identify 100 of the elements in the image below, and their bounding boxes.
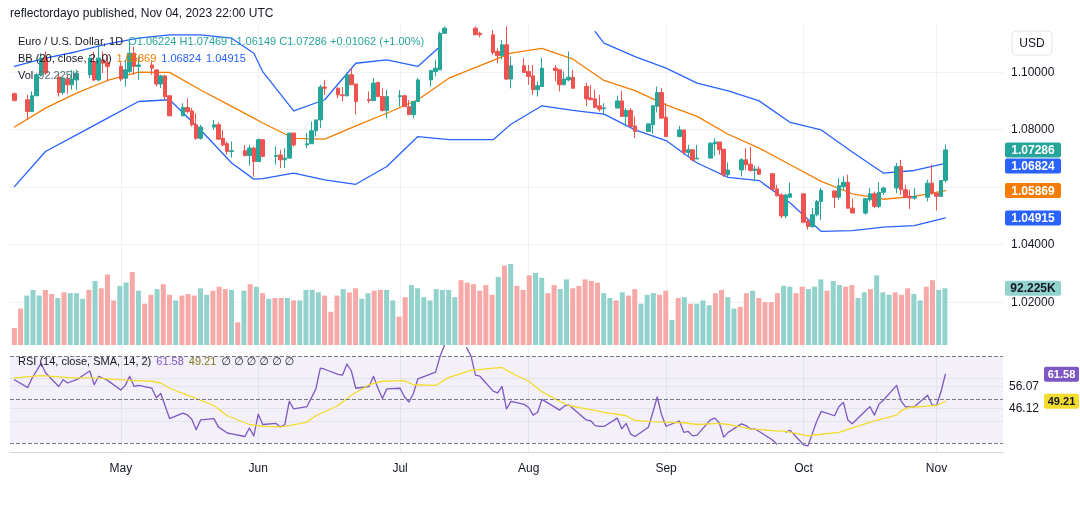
y-axis-title: USD bbox=[1019, 36, 1045, 50]
candlestick bbox=[12, 92, 17, 102]
x-tick-label: Sep bbox=[655, 461, 678, 475]
bar bbox=[135, 290, 141, 345]
text: RSI (14, close, SMA, 14, 2) bbox=[18, 355, 152, 367]
bar bbox=[489, 294, 495, 345]
bar bbox=[154, 289, 160, 345]
bar bbox=[247, 284, 253, 345]
candlestick bbox=[748, 146, 753, 173]
y-tick-label: 1.08000 bbox=[1011, 122, 1055, 137]
bar bbox=[272, 298, 278, 345]
line-series bbox=[13, 47, 947, 200]
chart-subtitle: reflectordayo published, Nov 04, 2023 22:00 UTC bbox=[10, 6, 274, 20]
candlestick bbox=[602, 102, 606, 116]
candlestick bbox=[252, 146, 256, 178]
candlestick bbox=[557, 69, 562, 92]
candlestick bbox=[398, 89, 402, 108]
candlestick bbox=[243, 144, 247, 157]
y-tick-label: 1.02000 bbox=[1011, 294, 1055, 309]
x-tick-label: Aug bbox=[517, 461, 540, 475]
bar bbox=[551, 285, 557, 345]
bar bbox=[123, 282, 129, 345]
candlestick bbox=[154, 69, 159, 88]
candlestick bbox=[566, 50, 571, 82]
x-tick-label: Nov bbox=[925, 461, 948, 475]
candlestick bbox=[912, 187, 917, 201]
candlestick bbox=[247, 144, 252, 167]
bar bbox=[260, 293, 266, 345]
bar bbox=[756, 298, 762, 345]
bar bbox=[55, 298, 61, 345]
candlestick bbox=[739, 157, 744, 178]
bar bbox=[508, 263, 514, 345]
candlestick bbox=[345, 74, 349, 98]
candlestick bbox=[925, 179, 930, 203]
bar bbox=[501, 265, 507, 345]
candlestick bbox=[571, 69, 575, 89]
bar bbox=[278, 298, 284, 345]
bar bbox=[917, 300, 923, 345]
bar bbox=[613, 300, 619, 345]
candlestick bbox=[473, 25, 478, 36]
bar bbox=[706, 305, 712, 345]
candlestick bbox=[624, 107, 628, 127]
bar bbox=[173, 300, 179, 345]
candlestick bbox=[757, 165, 761, 176]
text: 1.05869 bbox=[1011, 183, 1056, 198]
bar bbox=[86, 289, 92, 345]
candlestick bbox=[291, 132, 296, 148]
candlestick bbox=[198, 124, 203, 141]
candlestick bbox=[615, 95, 620, 109]
candlestick bbox=[677, 125, 682, 138]
y-tick-label: 56.07 bbox=[1009, 379, 1040, 394]
bar bbox=[688, 303, 694, 345]
candlestick bbox=[872, 190, 877, 209]
x-tick-label: Jul bbox=[392, 461, 408, 475]
x-tick-label: Oct bbox=[794, 461, 814, 475]
x-tick-label: May bbox=[109, 461, 133, 475]
candlestick bbox=[708, 141, 713, 159]
bar bbox=[750, 290, 756, 345]
candlestick bbox=[158, 74, 163, 89]
bar bbox=[253, 286, 259, 345]
bar bbox=[619, 292, 625, 345]
candlestick bbox=[832, 190, 837, 209]
candlestick bbox=[385, 89, 389, 119]
y-tick-label: 1.04000 bbox=[1011, 237, 1055, 252]
bar bbox=[117, 285, 123, 345]
bar bbox=[92, 281, 98, 345]
candlestick bbox=[726, 161, 730, 178]
candlestick bbox=[322, 79, 327, 96]
bar bbox=[824, 290, 830, 345]
annotation: ∅ ∅ ∅ ∅ ∅ ∅ bbox=[221, 355, 295, 367]
x-tick-label: Jun bbox=[248, 461, 268, 475]
candlestick bbox=[367, 90, 371, 104]
bar bbox=[61, 292, 67, 345]
text: 49.21 bbox=[1047, 395, 1076, 408]
bar bbox=[235, 322, 241, 345]
candlestick bbox=[260, 138, 265, 157]
text: 1.07286 bbox=[1011, 142, 1056, 157]
line-series bbox=[13, 366, 947, 437]
text: 1.06824 bbox=[1011, 158, 1056, 173]
bar bbox=[179, 295, 185, 345]
candlestick bbox=[753, 165, 757, 182]
candlestick bbox=[584, 82, 589, 107]
candlestick bbox=[278, 149, 283, 169]
candlestick bbox=[212, 119, 216, 131]
line-series bbox=[13, 99, 947, 233]
candlestick bbox=[309, 121, 314, 145]
text: 92.225K bbox=[1010, 281, 1057, 296]
bar bbox=[129, 272, 135, 345]
candlestick bbox=[274, 146, 278, 166]
bar bbox=[675, 298, 681, 345]
candlestick bbox=[894, 162, 899, 194]
y-tick-label: 1.10000 bbox=[1011, 64, 1055, 79]
candlestick bbox=[229, 140, 234, 159]
bar bbox=[638, 303, 644, 345]
bar bbox=[291, 300, 297, 345]
bar bbox=[266, 298, 272, 345]
candlestick bbox=[620, 90, 624, 117]
bar bbox=[514, 285, 520, 345]
annotation: 61.58 bbox=[156, 355, 184, 367]
candlestick bbox=[819, 187, 823, 221]
